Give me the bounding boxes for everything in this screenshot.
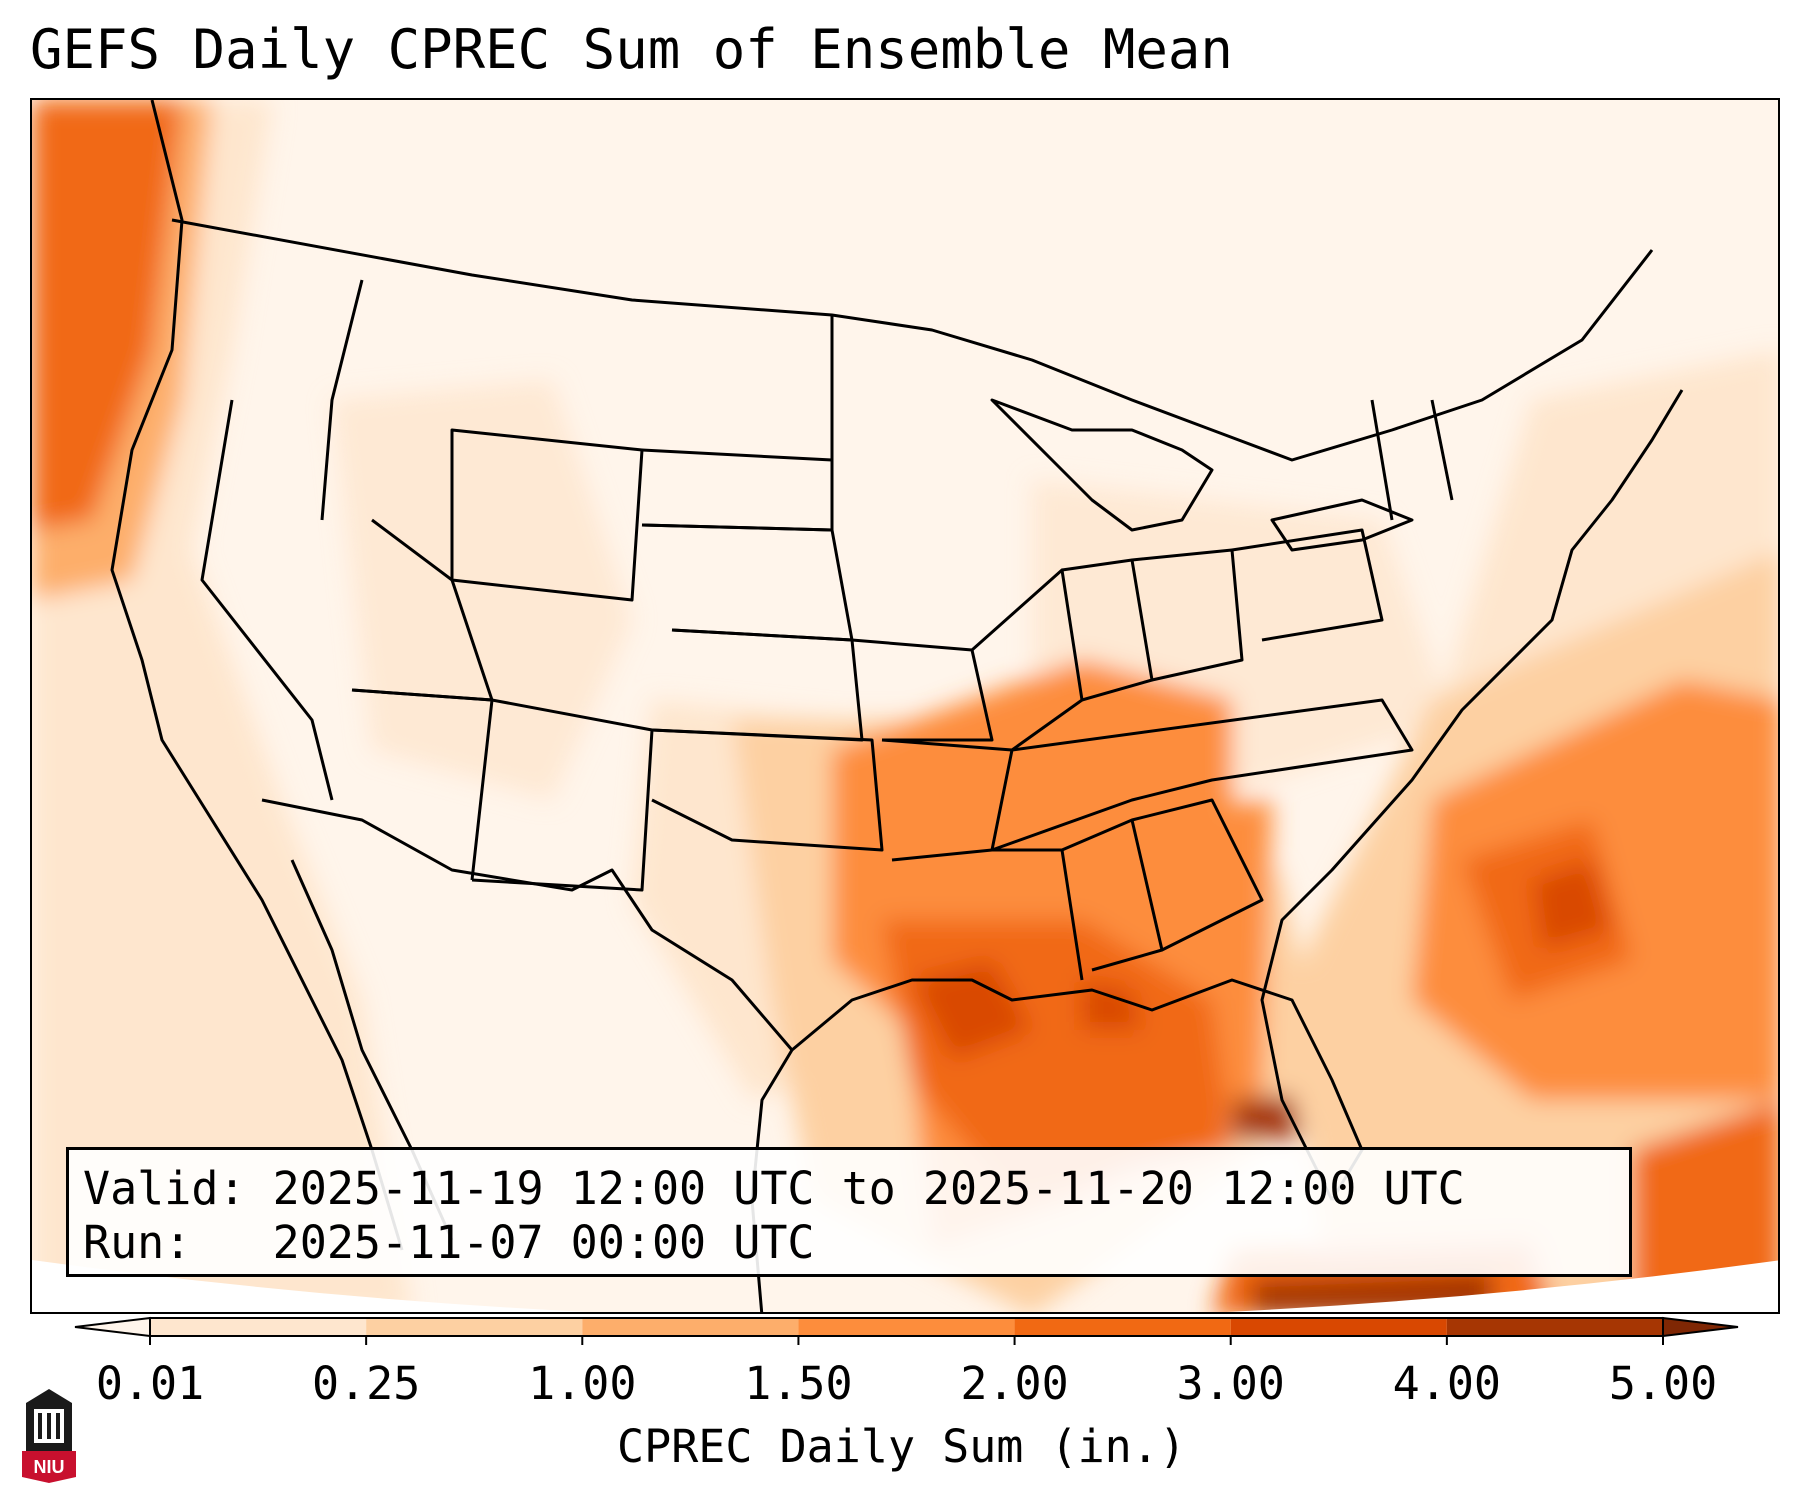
colorbar-tick-label: 1.50: [744, 1357, 853, 1410]
colorbar-bin: [582, 1318, 799, 1336]
valid-label: Valid:: [83, 1162, 246, 1215]
colorbar-outline: [149, 1317, 1664, 1337]
colorbar-tick-label: 5.00: [1608, 1357, 1718, 1410]
page-title: GEFS Daily CPREC Sum of Ensemble Mean: [30, 18, 1233, 81]
colorbar-bin: [1446, 1318, 1663, 1336]
domain-edge: [32, 1260, 1778, 1312]
precip-map: [32, 100, 1778, 1312]
colorbar-bin: [1014, 1318, 1231, 1336]
colorbar-extend-max: [1662, 1316, 1739, 1338]
colorbar-tick-label: 0.01: [95, 1357, 205, 1410]
colorbar-bins: [74, 1316, 1739, 1345]
colorbar-tick-label: 0.25: [311, 1357, 421, 1410]
run-value: 2025-11-07 00:00 UTC: [272, 1216, 815, 1269]
colorbar-tick-label: 3.00: [1176, 1357, 1285, 1410]
university-building-icon: NIU: [22, 1389, 76, 1483]
colorbar-bin: [798, 1318, 1015, 1336]
valid-value: 2025-11-19 12:00 UTC to 2025-11-20 12:00…: [272, 1162, 1465, 1215]
colorbar-bin: [366, 1318, 583, 1336]
map-frame: [30, 98, 1780, 1314]
colorbar-label: CPREC Daily Sum (in.): [617, 1420, 1186, 1473]
colorbar-tick-label: 4.00: [1392, 1357, 1502, 1410]
colorbar-bin: [1230, 1318, 1447, 1336]
run-label: Run:: [83, 1216, 192, 1269]
valid-run-info-box: Valid: 2025-11-19 12:00 UTC to 2025-11-2…: [66, 1147, 1632, 1277]
logo-text: NIU: [34, 1457, 65, 1477]
colorbar-tick-label: 1.00: [528, 1357, 637, 1410]
colorbar-bin: [150, 1318, 367, 1336]
colorbar-tick-label: 2.00: [960, 1357, 1069, 1410]
colorbar-extend-min: [74, 1316, 151, 1338]
